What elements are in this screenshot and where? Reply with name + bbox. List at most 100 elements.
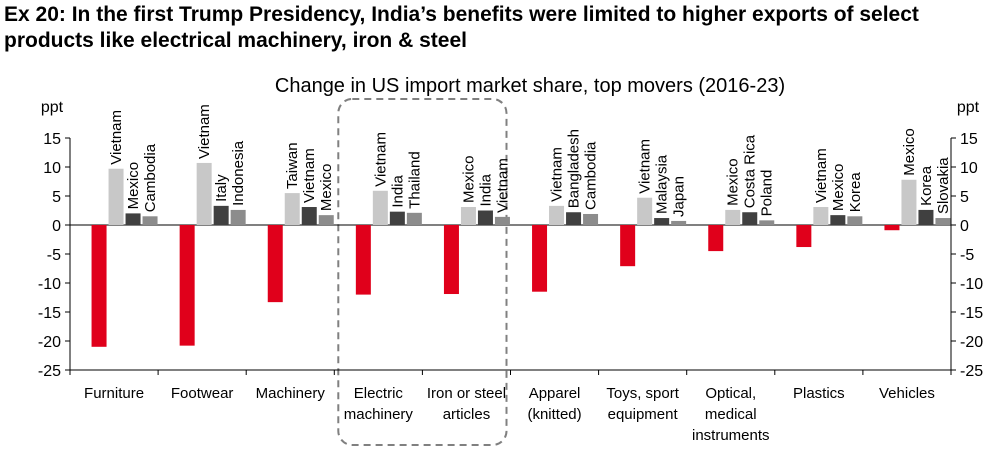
category-label: Vehicles bbox=[879, 385, 935, 402]
country-label: Slovakia bbox=[935, 157, 952, 214]
bar bbox=[125, 213, 141, 225]
country-label: Vietnam bbox=[549, 147, 566, 202]
bar bbox=[830, 215, 846, 225]
bar bbox=[796, 225, 812, 248]
country-label: Vietnam bbox=[637, 139, 654, 194]
country-label: Korea bbox=[847, 172, 864, 213]
bar bbox=[620, 225, 636, 267]
bar bbox=[372, 190, 388, 225]
bar bbox=[443, 225, 459, 295]
country-label: Cambodia bbox=[583, 141, 600, 210]
bar bbox=[549, 205, 565, 225]
bar bbox=[884, 225, 900, 231]
category-label: Electric bbox=[354, 385, 404, 402]
category-label: Optical, bbox=[705, 385, 756, 402]
bar bbox=[108, 168, 124, 225]
country-label: Mexico bbox=[125, 162, 142, 210]
bar bbox=[284, 193, 300, 225]
country-label: Korea bbox=[918, 165, 935, 206]
page-title: Ex 20: In the first Trump Presidency, In… bbox=[4, 3, 919, 52]
bar bbox=[460, 207, 476, 225]
category-label: (knitted) bbox=[527, 406, 581, 423]
country-label: Japan bbox=[671, 176, 688, 217]
country-label: Poland bbox=[759, 170, 776, 217]
country-label: Vietnam bbox=[813, 148, 830, 203]
y-tick-label-right: -25 bbox=[960, 363, 983, 380]
bar bbox=[725, 209, 741, 225]
category-label: articles bbox=[443, 406, 491, 423]
bar bbox=[494, 216, 510, 225]
bar bbox=[301, 207, 317, 225]
y-tick-label-right: 0 bbox=[960, 218, 969, 235]
bar bbox=[742, 212, 758, 225]
country-label: Mexico bbox=[460, 156, 477, 204]
category-label: Iron or steel bbox=[427, 385, 506, 402]
bar bbox=[477, 210, 493, 225]
y-tick-label-right: 5 bbox=[960, 189, 969, 206]
country-label: Vietnam bbox=[301, 148, 318, 203]
bar bbox=[759, 220, 775, 225]
category-label: Machinery bbox=[256, 385, 326, 402]
y-tick-label-left: 10 bbox=[43, 160, 61, 177]
y-tick-label-left: 5 bbox=[52, 189, 61, 206]
category-label: machinery bbox=[344, 406, 414, 423]
chart-title: Change in US import market share, top mo… bbox=[275, 75, 785, 97]
bar bbox=[532, 225, 548, 292]
y-tick-label-right: -15 bbox=[960, 305, 983, 322]
y-tick-label-right: -10 bbox=[960, 276, 983, 293]
country-label: Vietnam bbox=[108, 110, 125, 165]
y-axis-label-right: ppt bbox=[957, 99, 980, 116]
country-label: Vietnam bbox=[372, 132, 389, 187]
country-label: Mexico bbox=[830, 164, 847, 212]
bar bbox=[389, 211, 405, 225]
y-tick-label-left: -5 bbox=[47, 247, 61, 264]
bar bbox=[637, 197, 653, 225]
category-label: Footwear bbox=[171, 385, 234, 402]
bar bbox=[918, 209, 934, 225]
bar bbox=[267, 225, 283, 303]
bar bbox=[406, 212, 422, 225]
country-label: Vietnam bbox=[196, 104, 213, 159]
bar bbox=[179, 225, 195, 346]
country-label: India bbox=[389, 174, 406, 207]
country-label: Taiwan bbox=[284, 142, 301, 189]
y-tick-label-right: 15 bbox=[960, 131, 978, 148]
category-label: Furniture bbox=[84, 385, 144, 402]
y-tick-label-left: -15 bbox=[38, 305, 61, 322]
bar bbox=[708, 225, 724, 252]
category-label: medical bbox=[705, 406, 757, 423]
bar bbox=[142, 216, 158, 225]
y-tick-label-right: -5 bbox=[960, 247, 974, 264]
country-label: Indonesia bbox=[230, 140, 247, 206]
category-label: Apparel bbox=[529, 385, 581, 402]
country-label: Mexico bbox=[725, 158, 742, 206]
bar bbox=[935, 218, 951, 225]
country-label: Cambodia bbox=[142, 143, 159, 212]
y-tick-label-left: -10 bbox=[38, 276, 61, 293]
category-label: Toys, sport bbox=[606, 385, 679, 402]
bar bbox=[813, 207, 829, 225]
bar bbox=[654, 218, 670, 225]
bar bbox=[213, 205, 229, 225]
country-label: Malaysia bbox=[654, 154, 671, 214]
y-tick-label-left: 15 bbox=[43, 131, 61, 148]
country-label: Mexico bbox=[318, 164, 335, 212]
highlight-box bbox=[337, 98, 508, 446]
country-label: India bbox=[477, 173, 494, 206]
bar bbox=[671, 220, 687, 225]
y-tick-label-left: 0 bbox=[52, 218, 61, 235]
bar bbox=[230, 209, 246, 225]
country-label: Mexico bbox=[901, 128, 918, 176]
y-tick-label-left: -20 bbox=[38, 334, 61, 351]
plot-area: -25 -25 -20 -20 -15 -15 -10 -10 -5 -5 0 0 5 5 10 10 15 15… bbox=[38, 98, 983, 446]
bar bbox=[196, 162, 212, 225]
country-label: Thailand bbox=[406, 151, 423, 209]
y-axis-label-left: ppt bbox=[41, 99, 64, 116]
country-label: Vietnam bbox=[494, 158, 511, 213]
y-tick-label-left: -25 bbox=[38, 363, 61, 380]
category-label: Plastics bbox=[793, 385, 845, 402]
bar bbox=[318, 215, 334, 225]
country-label: Costa Rica bbox=[742, 134, 759, 208]
bar bbox=[355, 225, 371, 295]
